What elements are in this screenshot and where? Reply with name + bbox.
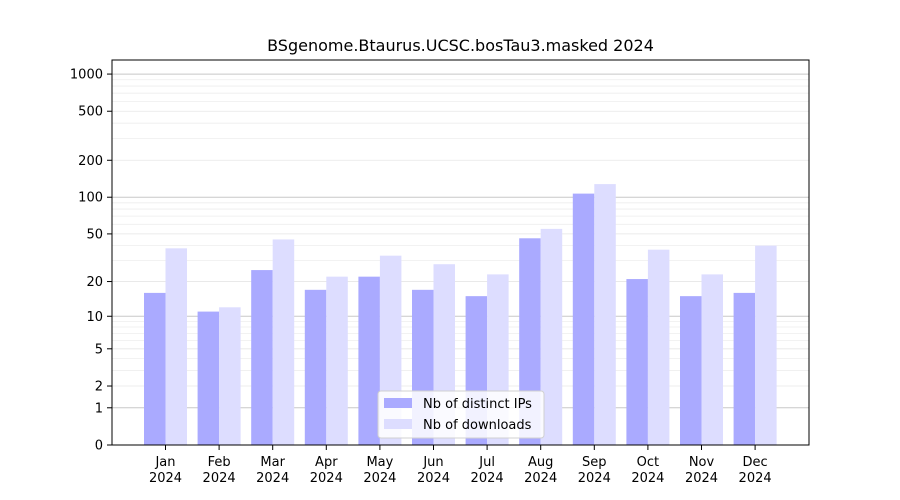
x-tick-label: Jan xyxy=(154,455,175,470)
y-tick-label: 1 xyxy=(95,401,103,416)
legend-label: Nb of downloads xyxy=(423,418,532,433)
x-tick-label: Dec xyxy=(743,455,768,470)
x-tick-label-year: 2024 xyxy=(417,471,450,486)
x-tick-label-year: 2024 xyxy=(310,471,343,486)
y-tick-label: 500 xyxy=(78,105,103,120)
bar-downloads xyxy=(647,249,670,445)
x-tick-label-year: 2024 xyxy=(578,471,611,486)
x-tick-label: Mar xyxy=(260,455,285,470)
bar-ips xyxy=(358,276,380,445)
x-tick-label-year: 2024 xyxy=(203,471,236,486)
legend: Nb of distinct IPs Nb of downloads xyxy=(377,390,545,439)
bar-ips xyxy=(197,311,220,445)
y-tick-label: 200 xyxy=(78,154,103,169)
legend-swatch xyxy=(384,398,412,408)
bar-downloads xyxy=(272,239,295,445)
x-tick-label: Jun xyxy=(422,455,443,470)
y-tick-label: 20 xyxy=(86,275,103,290)
bar-downloads xyxy=(594,184,616,445)
x-tick-label-year: 2024 xyxy=(739,471,772,486)
y-tick-label: 5 xyxy=(95,342,103,357)
bar-downloads xyxy=(219,307,241,445)
x-tick-label-year: 2024 xyxy=(631,471,664,486)
x-tick-label: Feb xyxy=(208,455,231,470)
bar-downloads xyxy=(701,274,723,445)
y-tick-label: 2 xyxy=(95,380,103,395)
y-tick-label: 1000 xyxy=(70,68,103,83)
x-tick-label-year: 2024 xyxy=(363,471,396,486)
bar-ips xyxy=(680,296,702,445)
bar-downloads xyxy=(540,228,563,445)
bar-ips xyxy=(572,193,595,445)
x-tick-label-year: 2024 xyxy=(524,471,557,486)
y-axis: 0 1 2 5 10 20 50 100 200 500 1000 xyxy=(70,68,112,454)
x-tick-label-year: 2024 xyxy=(256,471,289,486)
bar-downloads xyxy=(326,276,348,445)
bar-ips xyxy=(304,289,327,445)
legend-swatch xyxy=(384,419,412,429)
x-tick-label: May xyxy=(366,455,393,470)
y-tick-label: 10 xyxy=(86,310,103,325)
bar-downloads xyxy=(755,245,777,445)
y-tick-label: 0 xyxy=(95,439,103,454)
y-tick-label: 100 xyxy=(78,191,103,206)
y-tick-label: 50 xyxy=(86,227,103,242)
bar-downloads xyxy=(165,248,187,445)
plot-area-frame xyxy=(111,59,810,446)
x-tick-label: Nov xyxy=(689,455,715,470)
chart-title: BSgenome.Btaurus.UCSC.bosTau3.masked 202… xyxy=(267,36,654,55)
x-tick-label-year: 2024 xyxy=(685,471,718,486)
x-tick-label: Sep xyxy=(582,455,607,470)
x-tick-label: Jul xyxy=(478,455,495,470)
bar-ips xyxy=(626,279,648,445)
bar-ips xyxy=(251,270,273,445)
x-tick-label-year: 2024 xyxy=(149,471,182,486)
legend-box xyxy=(377,390,545,439)
legend-label: Nb of distinct IPs xyxy=(423,397,532,412)
bar-ips xyxy=(733,292,756,445)
x-tick-label: Oct xyxy=(637,455,659,470)
x-axis: Jan2024Feb2024Mar2024Apr2024May2024Jun20… xyxy=(149,445,772,486)
x-tick-label: Apr xyxy=(315,455,338,470)
x-tick-label: Aug xyxy=(528,455,553,470)
bar-ips xyxy=(144,292,166,445)
x-tick-label-year: 2024 xyxy=(471,471,504,486)
